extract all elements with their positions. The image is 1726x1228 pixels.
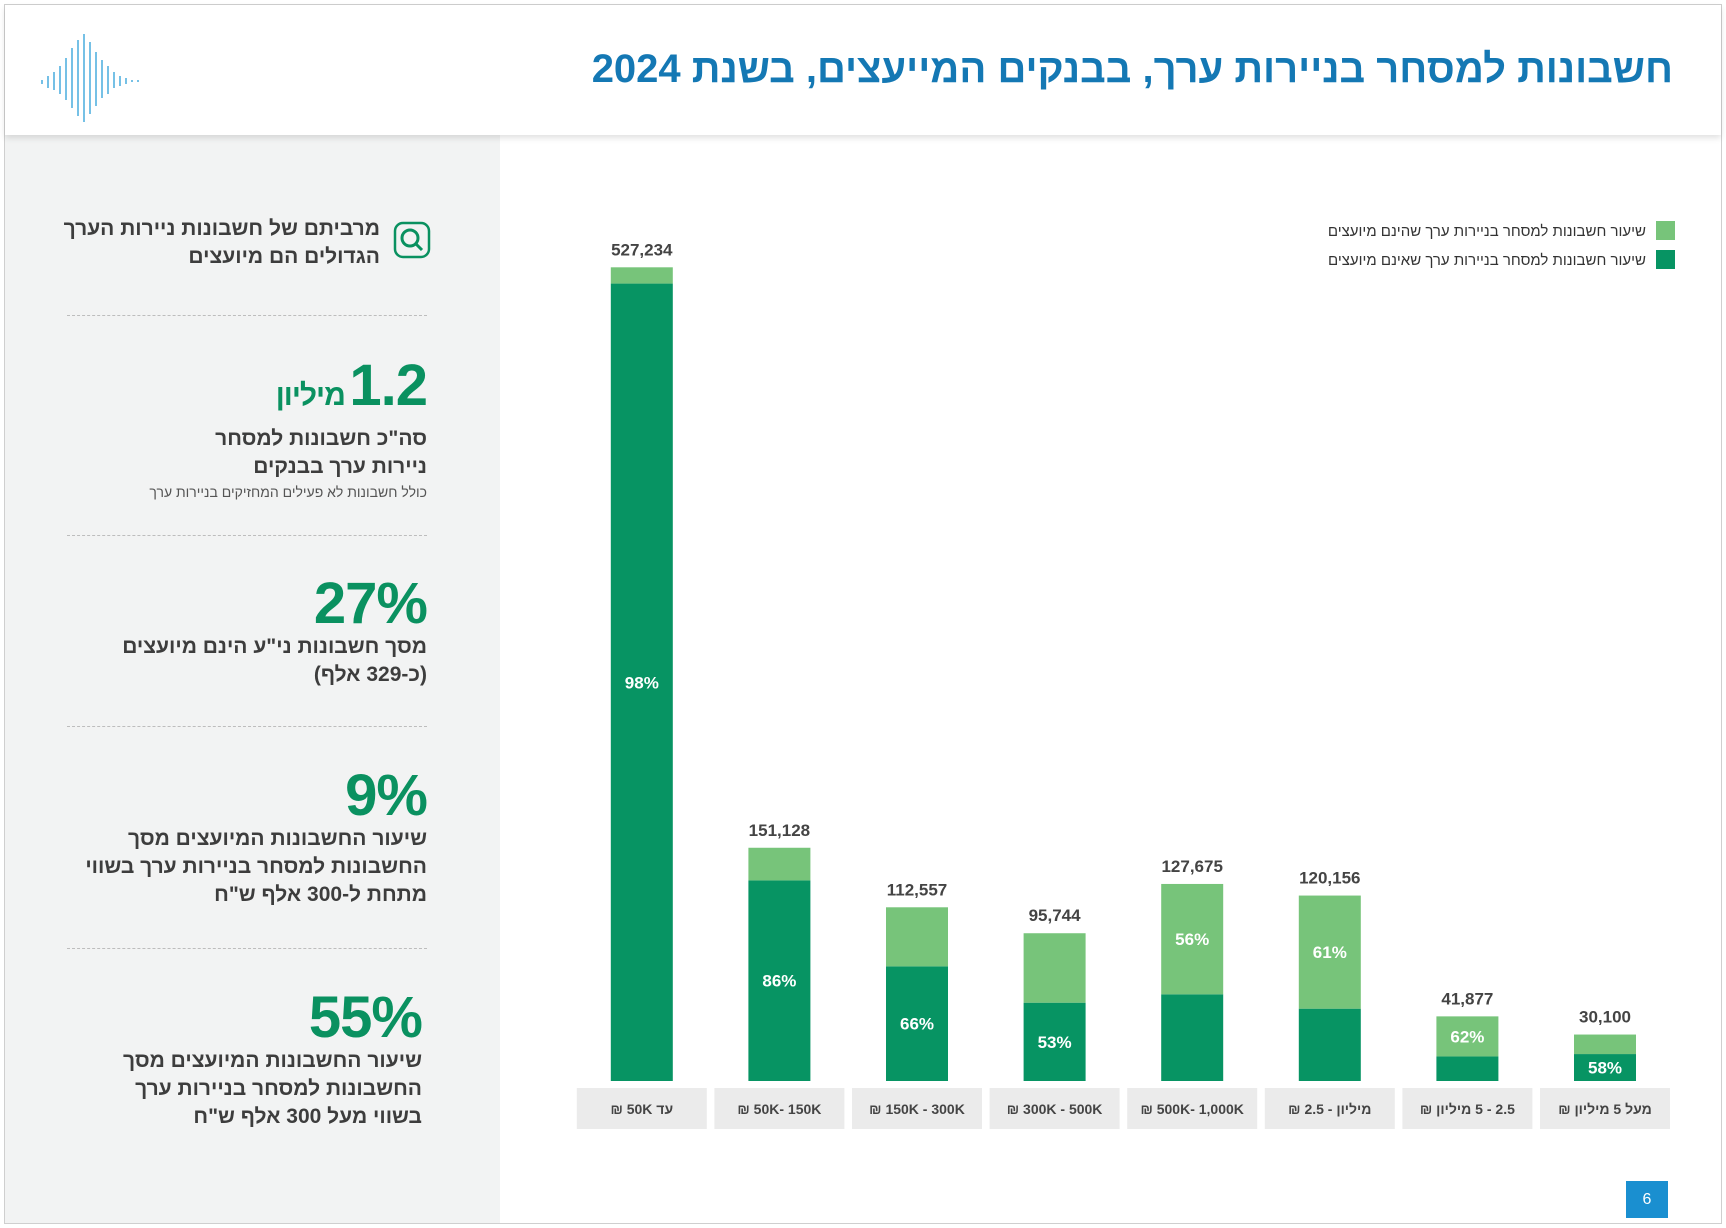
bar-segment [1161, 994, 1224, 1081]
divider [67, 726, 427, 727]
highlight-line: החשבונות למסחר בניירות ערך [135, 1077, 422, 1100]
divider [67, 948, 427, 949]
data-label: 56% [1175, 930, 1209, 949]
x-tick-label: 150K - 300K ₪ [869, 1101, 965, 1117]
highlight: 55% שיעור החשבונות המיועצים מסך החשבונות… [123, 985, 423, 1131]
highlight: 27% מסך חשבונות ני"ע הינם מיועצים (כ-329… [122, 571, 428, 689]
category-box [1540, 1088, 1670, 1129]
bar-segment [1436, 1016, 1499, 1057]
divider [67, 315, 427, 316]
data-label: 98% [625, 673, 659, 692]
x-tick-label: 50K- 150K ₪ [737, 1101, 821, 1117]
total-label: 527,234 [611, 240, 673, 259]
highlight-line: מתחת ל-300 אלף ש"ח [214, 883, 427, 906]
highlight-line: שיעור החשבונות המיועצים מסך [123, 1049, 422, 1072]
highlight: מרביתם של חשבונות ניירות הערך הגדולים הם… [64, 215, 380, 271]
frame [4, 4, 1722, 1224]
highlight-line: מרביתם של חשבונות ניירות הערך [63, 217, 380, 240]
data-label: 62% [1450, 1027, 1484, 1046]
bar-segment [610, 267, 673, 284]
legend-swatch [1656, 250, 1675, 269]
x-tick-label: מיליון - 2.5 ₪ [1288, 1101, 1371, 1117]
highlight-figure: 55% [308, 985, 423, 1050]
total-label: 120,156 [1299, 869, 1360, 888]
highlight-line: מסך חשבונות ני"ע הינם מיועצים [122, 635, 427, 658]
bar-segment [1298, 1008, 1361, 1081]
highlight-line: שיעור החשבונות המיועצים מסך [128, 827, 427, 850]
total-label: 30,100 [1579, 1008, 1631, 1027]
highlight-line: סה"כ חשבונות למסחר [215, 427, 427, 450]
bar-segment [886, 907, 948, 967]
highlight-figure: 1.2 [349, 353, 428, 418]
x-tick-label: עד 50K ₪ [610, 1101, 673, 1117]
x-tick-label: מעל 5 מיליון ₪ [1558, 1101, 1652, 1117]
legend-label: שיעור חשבונות למסחר בניירות ערך שהינם מי… [1328, 223, 1646, 240]
highlight-figure: 27% [313, 571, 428, 636]
highlight-line: בשווי מעל 300 אלף ש"ח [193, 1105, 422, 1128]
highlight-line: החשבונות למסחר בניירות ערך בשווי [85, 855, 427, 878]
bar-segment [1298, 895, 1361, 1009]
highlight: 9% שיעור החשבונות המיועצים מסך החשבונות … [85, 763, 428, 909]
total-label: 41,877 [1441, 989, 1493, 1008]
bar-segment [1023, 933, 1086, 1003]
highlight: 1.2 מיליון סה"כ חשבונות למסחר ניירות ערך… [149, 357, 428, 503]
category-box [989, 1088, 1120, 1129]
bar-segment [1023, 1002, 1086, 1081]
bar-segment [1161, 883, 1224, 995]
total-label: 151,128 [749, 821, 810, 840]
highlight-note: כולל חשבונות לא פעילים המחזיקים בניירות … [149, 484, 427, 500]
x-tick-label: 300K - 500K ₪ [1007, 1101, 1103, 1117]
highlight-line: (כ-329 אלף) [313, 663, 427, 686]
legend-label: שיעור חשבונות למסחר בניירות ערך שאינם מי… [1328, 252, 1646, 269]
highlight-line: הגדולים הם מיועצים [188, 245, 380, 268]
category-box [576, 1088, 707, 1129]
data-label: 61% [1313, 943, 1347, 962]
bar-segment [610, 283, 673, 1081]
category-box [852, 1088, 982, 1129]
data-label: 86% [762, 972, 796, 991]
legend-swatch [1656, 221, 1675, 240]
page-number: 6 [1626, 1181, 1668, 1218]
chart: שיעור חשבונות למסחר בניירות ערך שאינם מי… [576, 221, 1675, 1129]
total-label: 112,557 [887, 880, 948, 899]
category-box [1402, 1088, 1533, 1129]
header: חשבונות למסחר בניירות ערך, בבנקים המייעצ… [5, 5, 1721, 135]
bar-segment [748, 880, 811, 1081]
bar-segment [886, 966, 948, 1081]
divider [67, 535, 427, 536]
total-label: 127,675 [1161, 857, 1222, 876]
x-tick-label: 2.5 - 5 מיליון ₪ [1420, 1101, 1515, 1117]
x-tick-label: 500K- 1,000K ₪ [1140, 1101, 1243, 1117]
category-box [714, 1088, 845, 1129]
total-label: 95,744 [1029, 906, 1082, 925]
highlight-figure: 9% [345, 763, 428, 828]
bar-segment [748, 847, 811, 881]
category-box [1264, 1088, 1395, 1129]
data-label: 66% [900, 1015, 934, 1034]
logo [41, 34, 139, 122]
bar-segment [1574, 1054, 1636, 1081]
data-label: 58% [1588, 1059, 1622, 1078]
highlights-panel: מרביתם של חשבונות ניירות הערך הגדולים הם… [5, 135, 500, 1223]
bar-segment [1574, 1034, 1636, 1055]
bar-segment [1436, 1056, 1499, 1081]
data-label: 53% [1038, 1033, 1072, 1052]
highlight-line: ניירות ערך בבנקים [253, 455, 427, 478]
highlight-unit: מיליון [275, 379, 346, 412]
category-box [1127, 1088, 1258, 1129]
search-icon [393, 221, 431, 259]
slide-title: חשבונות למסחר בניירות ערך, בבנקים המייעצ… [591, 47, 1673, 91]
